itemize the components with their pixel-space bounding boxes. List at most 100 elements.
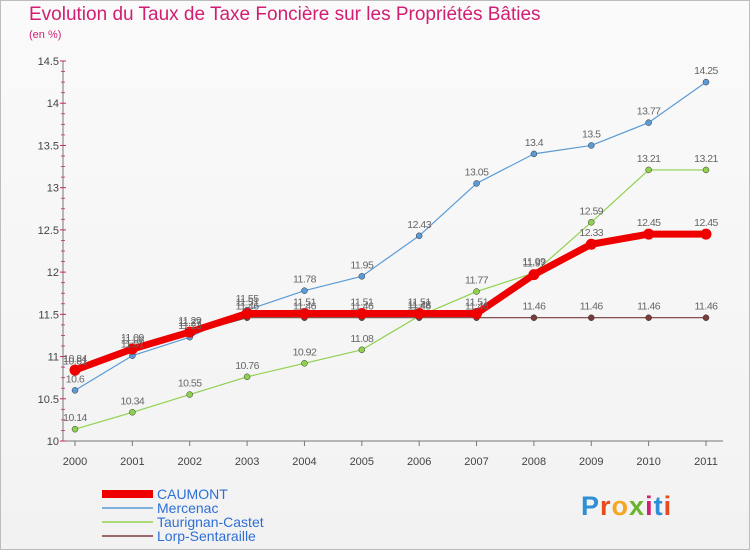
- data-label: 12.59: [579, 205, 603, 217]
- data-point: [528, 269, 540, 281]
- unit-label: (en %): [29, 29, 62, 41]
- data-label: 10.92: [293, 346, 317, 358]
- data-label: 10.84: [63, 353, 87, 365]
- logo-letter: r: [600, 491, 612, 521]
- chart-title: Evolution du Taux de Taxe Foncière sur l…: [29, 4, 541, 25]
- logo-letter: i: [663, 491, 673, 521]
- data-label: 11.09: [121, 332, 145, 344]
- data-label: 11.46: [637, 301, 661, 313]
- data-label: 11.46: [522, 301, 546, 313]
- legend-entry: CAUMONT: [157, 486, 228, 502]
- data-point: [184, 326, 196, 338]
- x-tick-label: 2009: [579, 456, 603, 468]
- data-point: [356, 307, 368, 319]
- x-tick-label: 2010: [636, 456, 660, 468]
- x-tick-label: 2006: [407, 456, 431, 468]
- x-tick-label: 2001: [120, 456, 144, 468]
- data-label: 11.55: [236, 293, 260, 305]
- data-point: [241, 307, 253, 319]
- data-point: [645, 314, 652, 321]
- data-label: 11.27: [178, 317, 202, 329]
- data-label: 11.95: [350, 259, 374, 271]
- data-point: [588, 314, 595, 321]
- y-tick-label: 13.5: [38, 140, 59, 152]
- data-label: 11.51: [408, 296, 432, 308]
- y-tick-label: 13: [47, 183, 59, 195]
- data-label: 11.51: [465, 296, 489, 308]
- data-label: 11.78: [293, 274, 317, 286]
- data-label: 11.46: [350, 301, 374, 313]
- x-tick-label: 2000: [63, 456, 87, 468]
- data-label: 11.46: [293, 301, 317, 313]
- logo-letter: P: [581, 491, 601, 521]
- logo-letter: x: [629, 491, 646, 521]
- series-line-lorp-sentaraille: [74, 317, 706, 374]
- data-point: [243, 373, 251, 381]
- data-point: [702, 166, 710, 174]
- x-tick-label: 2002: [177, 456, 201, 468]
- data-label: 11.29: [178, 315, 202, 327]
- data-label: 11.23: [178, 320, 202, 332]
- data-label: 11.77: [465, 275, 489, 287]
- data-label: 10.6: [66, 373, 85, 385]
- data-label: 10.34: [120, 395, 144, 407]
- y-tick-label: 11: [48, 352, 59, 364]
- data-label: 12.45: [694, 217, 718, 229]
- data-point: [301, 360, 308, 367]
- logo-letter: o: [611, 491, 630, 521]
- y-tick-label: 10.5: [38, 394, 59, 406]
- data-label: 12.33: [579, 227, 603, 239]
- data-label: 11.08: [350, 333, 374, 345]
- data-label: 11.46: [408, 301, 432, 313]
- data-point: [643, 228, 655, 240]
- data-point: [415, 232, 423, 240]
- legend-entry: Lorp-Sentaraille: [157, 528, 256, 544]
- data-point: [645, 166, 652, 174]
- proxiti-logo: Proxiti: [581, 491, 672, 522]
- data-label: 11.01: [121, 339, 145, 351]
- y-tick-label: 14.5: [38, 56, 59, 68]
- x-tick-label: 2011: [694, 456, 718, 468]
- data-point: [530, 314, 538, 321]
- data-label: 11.51: [293, 296, 317, 308]
- data-point: [585, 238, 597, 250]
- data-point: [530, 150, 538, 158]
- y-tick-label: 10: [47, 436, 59, 448]
- data-point: [588, 219, 595, 226]
- y-tick-label: 12.5: [38, 225, 59, 237]
- data-label: 11.46: [580, 301, 604, 313]
- data-label: 11.46: [236, 301, 260, 313]
- data-label: 10.76: [235, 360, 259, 372]
- x-tick-label: 2005: [350, 456, 374, 468]
- data-label: 11.51: [350, 296, 374, 308]
- series-line-mercenac: [74, 81, 707, 391]
- data-point: [358, 273, 366, 280]
- data-point: [71, 387, 79, 394]
- data-point: [126, 343, 138, 355]
- data-point: [413, 307, 425, 319]
- x-tick-label: 2007: [464, 456, 488, 468]
- logo-letter: t: [653, 491, 664, 521]
- y-tick-label: 14: [47, 98, 59, 110]
- data-label: 10.81: [63, 356, 87, 368]
- x-tick-label: 2008: [522, 456, 546, 468]
- data-label: 13.4: [525, 137, 544, 149]
- data-label: 11.48: [408, 299, 432, 311]
- data-label: 11.51: [236, 296, 260, 308]
- data-point: [645, 119, 652, 126]
- data-point: [588, 142, 595, 149]
- data-point: [69, 364, 81, 376]
- data-point: [71, 425, 79, 433]
- data-point: [129, 409, 136, 416]
- data-point: [473, 180, 480, 187]
- data-label: 13.05: [465, 166, 489, 178]
- data-point: [358, 346, 366, 354]
- data-point: [301, 287, 308, 294]
- data-label: 11.46: [695, 301, 719, 313]
- series-line-taurignan-castet: [74, 169, 706, 430]
- data-point: [473, 288, 480, 295]
- data-point: [186, 391, 193, 398]
- x-tick-label: 2004: [292, 456, 316, 468]
